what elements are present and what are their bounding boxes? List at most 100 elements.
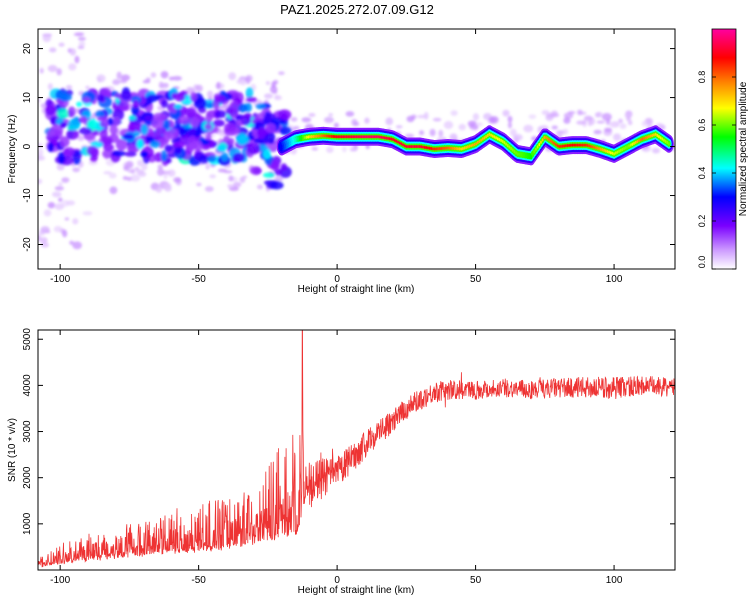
spectrogram-ridge-mark bbox=[629, 143, 632, 147]
spectrogram-ridge-mark bbox=[332, 134, 335, 139]
spectrogram-blob bbox=[115, 138, 128, 151]
spectrogram-noise-mark bbox=[432, 117, 442, 122]
spectrogram-noise-mark bbox=[122, 175, 128, 181]
spectrogram-blob bbox=[128, 122, 136, 134]
spectrogram-ridge-mark bbox=[452, 146, 454, 150]
spectrogram-noise-mark bbox=[349, 148, 358, 152]
spectrogram-blob bbox=[47, 142, 55, 153]
spectrogram-noise-mark bbox=[136, 159, 144, 167]
spectrogram-noise-mark bbox=[328, 113, 333, 117]
spectrogram-noise-mark bbox=[627, 120, 633, 126]
spectrogram-blob bbox=[205, 112, 213, 124]
spectrogram-blob bbox=[262, 172, 275, 178]
spectrogram-ridge-mark bbox=[653, 133, 655, 137]
spectrogram-ridge-mark bbox=[475, 142, 478, 146]
spectrogram-ridge-mark bbox=[289, 140, 291, 144]
spectrogram-blob bbox=[144, 136, 154, 143]
spectrogram-ridge-mark bbox=[402, 143, 404, 147]
spectrogram-blob bbox=[101, 136, 113, 146]
spectrogram-ridge-mark bbox=[463, 146, 466, 150]
spectrogram-blob bbox=[227, 137, 235, 145]
spectrogram-noise-mark bbox=[130, 174, 141, 182]
spectrogram-noise-mark bbox=[58, 182, 63, 187]
spectrogram-ridge-mark bbox=[649, 134, 652, 138]
spectrogram-ridge-mark bbox=[395, 139, 398, 143]
snr-x-label: Height of straight line (km) bbox=[298, 585, 415, 596]
spectrogram-blob bbox=[112, 109, 125, 121]
spectrogram-ridge-mark bbox=[473, 142, 476, 147]
spectrogram-noise-mark bbox=[475, 122, 484, 127]
spectrogram-ridge-mark bbox=[355, 135, 358, 139]
spectrogram-blob bbox=[76, 101, 83, 107]
spectrogram-ridge-mark bbox=[447, 146, 449, 150]
spectrogram-ridge-mark bbox=[425, 146, 428, 150]
spectrogram-blob bbox=[79, 116, 88, 123]
spectrogram-ridge-mark bbox=[408, 144, 411, 149]
spectrogram-ridge-mark bbox=[486, 133, 489, 138]
spectrogram-noise-mark bbox=[109, 186, 118, 195]
spectrogram-blob bbox=[146, 94, 159, 103]
spectrogram-ridge-mark bbox=[284, 143, 286, 147]
spectrogram-ytick-label: 20 bbox=[22, 43, 33, 55]
snr-xtick-label: 100 bbox=[606, 575, 623, 586]
spectrogram-ridge-mark bbox=[548, 138, 551, 142]
spectrogram-noise-mark bbox=[326, 146, 334, 153]
spectrogram-noise-mark bbox=[449, 133, 458, 142]
spectrogram-blob bbox=[160, 150, 168, 162]
snr-series-line bbox=[38, 330, 675, 568]
spectrogram-noise-mark bbox=[429, 128, 436, 137]
colorbar: 0.0 0.2 0.4 0.6 0.8 Normalized spectral ampl… bbox=[697, 28, 749, 270]
snr-ytick-label: 5000 bbox=[22, 328, 33, 351]
spectrogram-noise-mark bbox=[75, 16, 80, 24]
spectrogram-ridge-mark bbox=[342, 135, 345, 139]
spectrogram-ridge-mark bbox=[387, 136, 389, 141]
spectrogram-ridge-mark bbox=[586, 143, 589, 147]
spectrogram-ridge-mark bbox=[490, 133, 492, 137]
spectrogram-noise-mark bbox=[562, 128, 569, 135]
spectrogram-ridge-mark bbox=[353, 135, 356, 139]
spectrogram-noise-mark bbox=[240, 80, 247, 86]
spectrogram-ridge-mark bbox=[523, 153, 526, 157]
spectrogram-ridge-mark bbox=[392, 137, 394, 142]
spectrogram-ridge-mark bbox=[322, 134, 325, 138]
spectrogram-y-label: Frequency (Hz) bbox=[7, 115, 18, 184]
spectrogram-noise-mark bbox=[274, 174, 284, 182]
spectrogram-ridge-mark bbox=[320, 134, 323, 138]
spectrogram-noise-mark bbox=[512, 133, 523, 141]
spectrogram-noise-mark bbox=[239, 176, 246, 183]
spectrogram-ridge-mark bbox=[639, 138, 642, 142]
spectrogram-blob bbox=[122, 133, 135, 140]
spectrogram-noise-mark bbox=[206, 90, 214, 98]
spectrogram-blob bbox=[280, 163, 288, 171]
spectrogram-ridge-mark bbox=[297, 137, 300, 141]
spectrogram-ridge-mark bbox=[280, 144, 283, 149]
spectrogram-noise-mark bbox=[264, 93, 273, 99]
spectrogram-marks bbox=[38, 16, 675, 250]
spectrogram-noise-mark bbox=[156, 168, 165, 176]
snr-xtick-label: 0 bbox=[334, 575, 340, 586]
snr-ytick-label: 2000 bbox=[22, 466, 33, 489]
spectrogram-ridge-mark bbox=[471, 143, 474, 147]
spectrogram-ridge-mark bbox=[648, 135, 650, 139]
spectrogram-noise-mark bbox=[51, 191, 62, 198]
spectrogram-ridge-mark bbox=[423, 145, 426, 149]
spectrogram-blob bbox=[206, 102, 214, 109]
spectrogram-ridge-mark bbox=[435, 147, 438, 151]
spectrogram-ridge-mark bbox=[520, 152, 522, 157]
spectrogram-ridge-mark bbox=[643, 136, 645, 141]
spectrogram-ridge-mark bbox=[500, 138, 502, 143]
spectrogram-ridge-mark bbox=[594, 146, 597, 150]
spectrogram-ridge-mark bbox=[370, 135, 373, 139]
spectrogram-ridge-mark bbox=[330, 134, 333, 138]
spectrogram-blob bbox=[246, 142, 261, 155]
spectrogram-noise-mark bbox=[209, 174, 216, 179]
spectrogram-noise-mark bbox=[38, 98, 42, 103]
spectrogram-ridge-mark bbox=[654, 132, 657, 136]
spectrogram-blob bbox=[162, 119, 171, 130]
spectrogram-ridge-mark bbox=[417, 144, 419, 149]
spectrogram-blob bbox=[112, 150, 126, 157]
spectrogram-ridge-mark bbox=[611, 151, 614, 155]
spectrogram-noise-mark bbox=[78, 23, 85, 26]
spectrogram-xtick-label: 100 bbox=[606, 274, 623, 285]
